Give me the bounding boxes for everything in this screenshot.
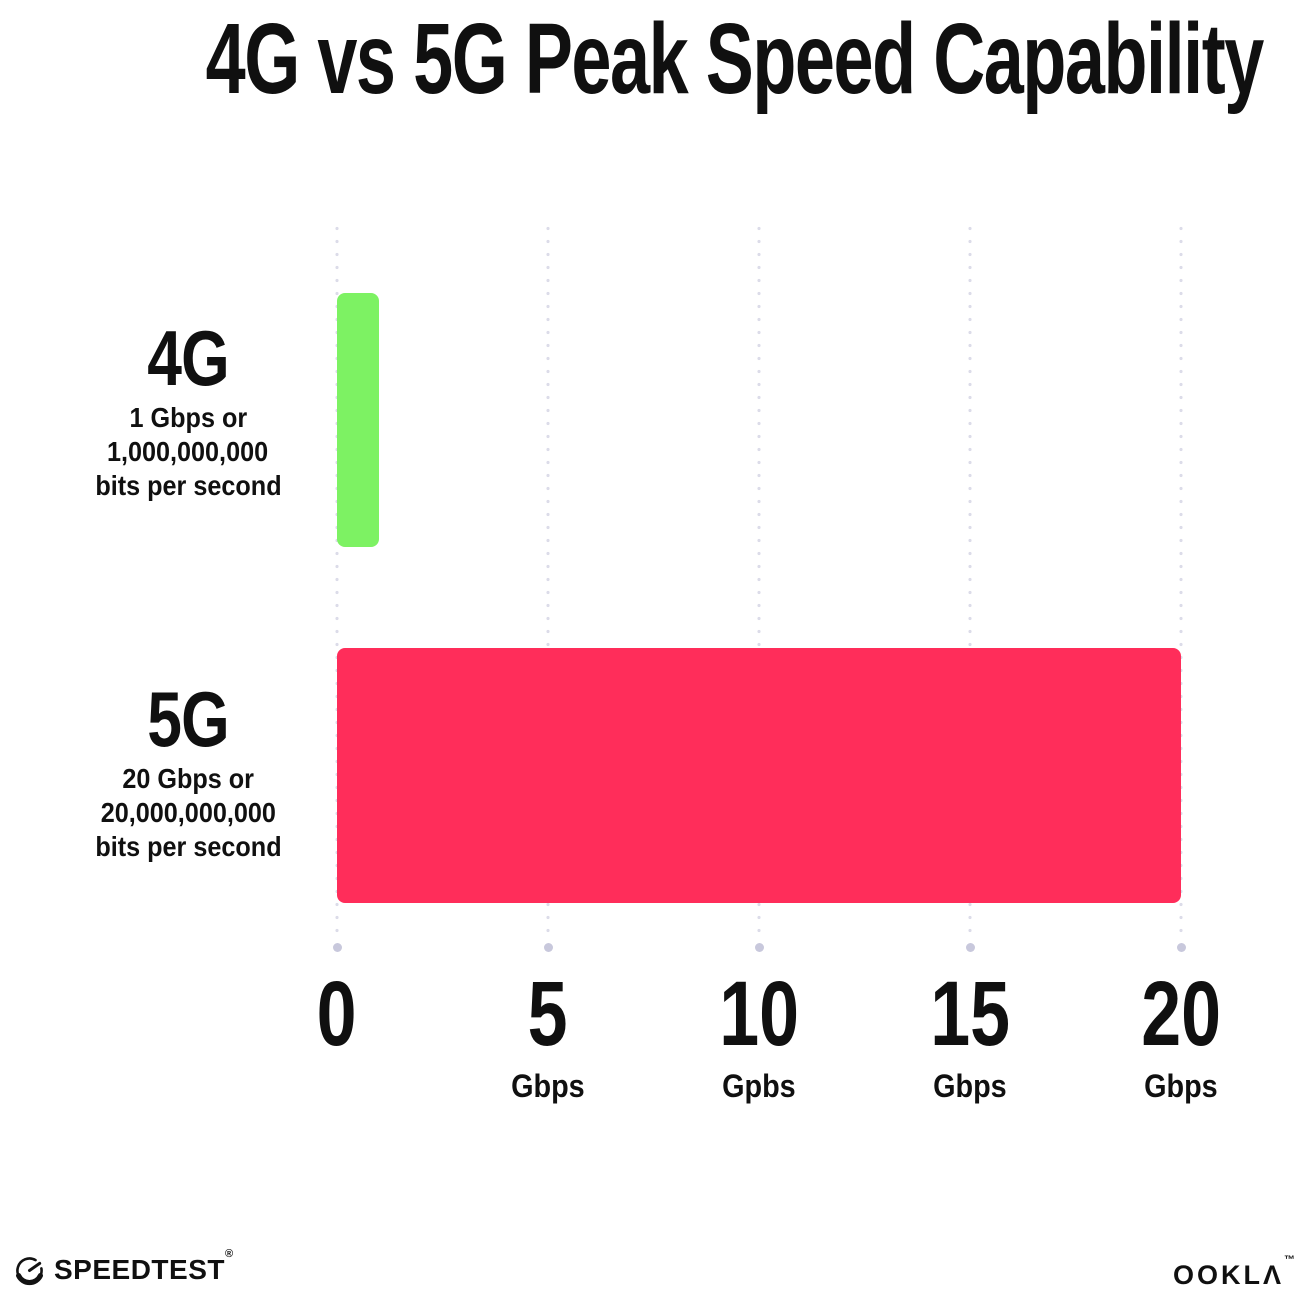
x-tick-0: 0: [187, 968, 487, 1104]
gridline-5: [543, 222, 553, 952]
x-tick-10: 10 Gpbs: [609, 968, 909, 1104]
row-label-4g-subline: 1 Gbps or: [129, 402, 247, 433]
bar-5g: [337, 648, 1181, 903]
gridline-15: [965, 222, 975, 952]
x-tick-0-number: 0: [317, 963, 357, 1065]
speedtest-wordmark: SPEEDTEST®: [54, 1248, 234, 1285]
x-tick-5-unit: Gbps: [511, 1068, 585, 1104]
x-tick-15-unit: Gbps: [933, 1068, 1007, 1104]
row-label-5g-title: 5G: [147, 675, 229, 763]
gridline-end-dot: [332, 943, 342, 952]
x-tick-20-number: 20: [1141, 963, 1221, 1065]
row-label-4g-subline: bits per second: [94, 470, 282, 501]
plot-area: [332, 222, 1186, 955]
gridline-end-dot: [754, 943, 764, 952]
x-tick-5-number: 5: [528, 963, 568, 1065]
row-label-5g-subline: 20,000,000,000: [100, 797, 276, 828]
row-label-5g: 5G 20 Gbps or 20,000,000,000 bits per se…: [38, 676, 338, 864]
trademark-mark: ™: [1284, 1254, 1298, 1266]
registered-mark: ®: [224, 1248, 234, 1260]
chart-title: 4G vs 5G Peak Speed Capability: [0, 6, 1308, 112]
speedtest-logo: SPEEDTEST®: [14, 1248, 234, 1286]
gridline-20: [1176, 222, 1186, 952]
gridline-10: [754, 222, 764, 952]
gridline-end-dot: [965, 943, 975, 952]
gridline-end-dot: [1176, 943, 1186, 952]
ookla-wordmark: OOKLΛ: [1172, 1260, 1284, 1290]
x-tick-10-unit: Gpbs: [722, 1068, 796, 1104]
x-axis: 0 5 Gbps 10 Gpbs 15 Gbps 20 Gbps: [317, 968, 1221, 1118]
x-tick-20-unit: Gbps: [1144, 1068, 1218, 1104]
row-label-5g-subline: 20 Gbps or: [122, 763, 254, 794]
gauge-icon: [15, 1256, 44, 1285]
row-label-4g: 4G 1 Gbps or 1,000,000,000 bits per seco…: [38, 315, 338, 503]
gridline-0: [332, 222, 342, 952]
row-label-4g-title: 4G: [147, 314, 229, 402]
x-tick-15-number: 15: [930, 963, 1010, 1065]
x-tick-15: 15 Gbps: [820, 968, 1120, 1104]
bar-4g: [337, 293, 380, 547]
x-tick-10-number: 10: [719, 963, 799, 1065]
x-tick-5: 5 Gbps: [398, 968, 698, 1104]
gridline-end-dot: [543, 943, 553, 952]
chart-title-text: 4G vs 5G Peak Speed Capability: [205, 3, 1265, 115]
x-tick-20: 20 Gbps: [1031, 968, 1308, 1104]
ookla-logo: OOKLΛ™: [1172, 1254, 1298, 1291]
row-label-5g-subline: bits per second: [94, 831, 282, 862]
row-label-4g-subline: 1,000,000,000: [107, 436, 269, 467]
